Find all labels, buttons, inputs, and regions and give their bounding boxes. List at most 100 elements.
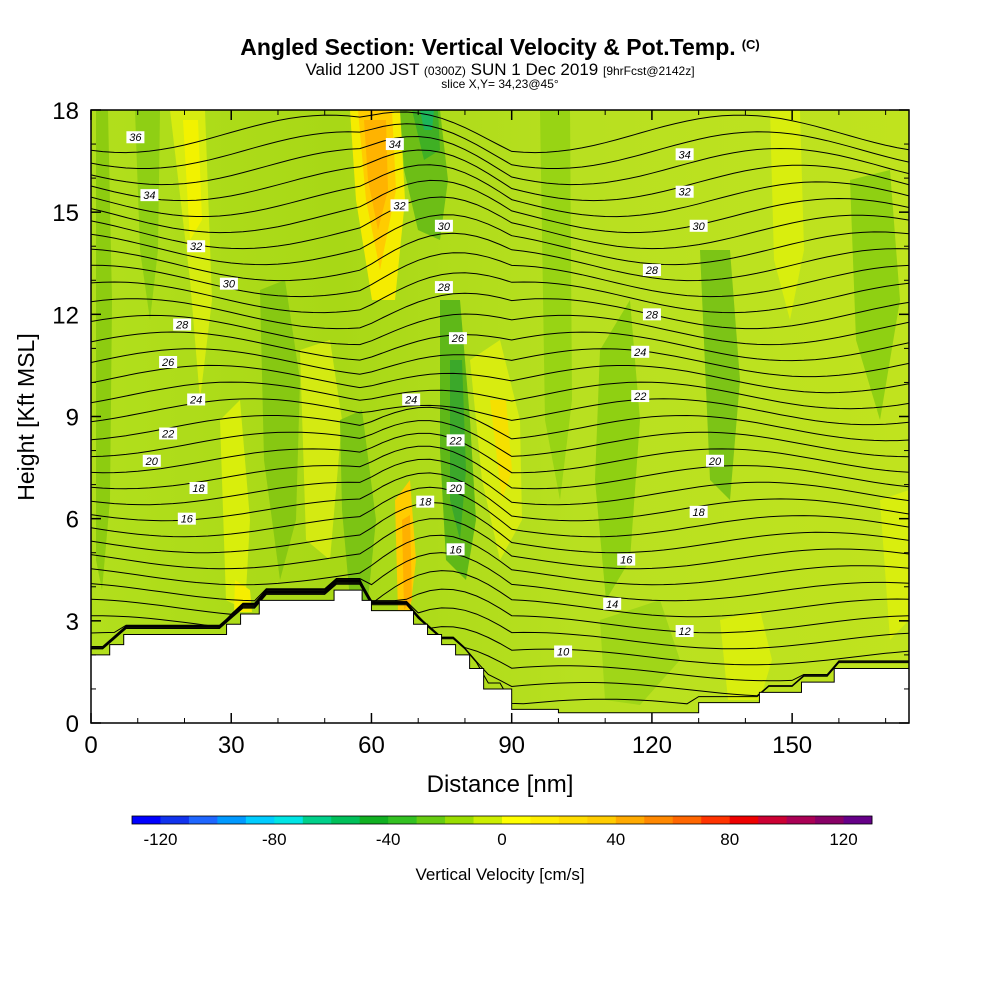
valid-time: Valid 1200 JST [305,60,420,79]
contour-label: 26 [159,356,178,369]
contour-label: 20 [142,454,161,468]
colorbar-swatch [132,816,161,824]
contour-label: 36 [126,131,145,144]
contour-label-text: 16 [181,514,194,526]
contour-label: 24 [402,393,421,406]
contour-label: 30 [434,219,453,233]
contour-label-bg [603,597,622,610]
colorbar-swatch [587,816,617,824]
chart-title-text: Angled Section: Vertical Velocity & Pot.… [240,34,736,60]
theta-contour-line [91,348,909,378]
terrain [90,589,910,724]
contour-label-bg [189,482,208,495]
theta-contour-line [91,501,909,554]
colorbar-swatch [416,816,446,824]
contour-label-text: 34 [143,190,155,202]
theta-contour-line [91,420,909,458]
contour-label-text: 22 [161,429,174,441]
colorbar-swatch [786,816,816,824]
contour-label-bg [177,512,196,525]
contour-label-bg [159,356,178,369]
colorbar-swatch [302,816,332,824]
contour-label-text: 28 [645,265,659,277]
contour-label-text: 24 [404,394,417,406]
slice-label: slice X,Y= 34,23@45° [441,77,559,91]
theta-contour-line [91,331,909,362]
colorbar: -120 -80 -40 0 40 80 120 [131,815,873,849]
x-axis-label: Distance [nm] [427,771,574,798]
theta-contour-line [91,364,909,394]
theta-contour-line [91,292,909,330]
chart-title: Angled Section: Vertical Velocity & Pot.… [0,34,1000,61]
terrain-shape [90,589,910,724]
theta-contour-line [91,111,909,154]
contour-label: 32 [390,199,409,212]
contour-label-bg [434,219,453,232]
contour-label-text: 10 [557,646,570,658]
contour-label: 20 [706,454,725,468]
colorbar-label: Vertical Velocity [cm/s] [415,865,584,884]
x-tick-label: 60 [358,732,385,759]
colorbar-swatch [217,816,247,824]
colorbar-swatch [245,816,275,824]
y-tick-label: 15 [52,200,79,227]
contour-label: 28 [642,308,661,321]
contour-label-text: 34 [389,139,401,151]
contour-label-text: 36 [129,132,142,144]
colorbar-swatch [615,816,645,824]
contour-label: 28 [173,318,192,332]
contour-label-text: 24 [633,347,646,359]
theta-contour-line [91,570,909,618]
contour-label-bg [689,219,708,232]
theta-contour-line [91,398,909,426]
x-tick-label: 150 [772,732,812,759]
contour-label-text: 32 [679,187,691,199]
contour-label-text: 20 [145,456,159,468]
valid-date: SUN 1 Dec 2019 [470,60,599,79]
colorbar-swatch [758,816,788,824]
contour-label: 24 [187,393,206,406]
colorbar-swatch [274,816,304,824]
forecast-info: [9hrFcst@2142z] [602,64,695,78]
theta-contour-line [91,272,909,314]
theta-contour-line [91,179,909,234]
contour-label-bg [642,308,661,321]
vertical-velocity-field [91,110,909,723]
contour-label-text: 28 [645,309,659,321]
contour-label-bg [631,345,650,358]
contour-label-text: 22 [448,435,461,447]
colorbar-tick-label: 40 [606,830,625,849]
contour-label: 16 [446,543,465,556]
contour-label-bg [219,277,238,290]
colorbar-swatch [701,816,731,824]
contour-label-text: 34 [679,149,691,161]
colorbar-swatch [558,816,588,824]
contour-label: 18 [689,505,708,519]
contour-label-text: 26 [451,333,465,345]
contour-label: 22 [446,434,465,447]
contour-label: 18 [416,495,435,509]
contour-label-text: 30 [438,221,451,233]
theta-contour-line [91,534,909,586]
theta-contour-line [91,196,909,250]
contour-label-bg [390,199,409,212]
contour-label-bg [187,393,206,406]
contour-label-bg [173,318,192,331]
colorbar-swatch [502,816,531,824]
theta-contour-line [91,518,909,570]
contour-label-text: 18 [693,507,706,519]
colorbar-tick-label: -120 [143,830,177,849]
contour-label: 30 [689,219,708,233]
x-tick-label: 0 [84,732,97,759]
theta-contour-line [91,232,909,282]
x-tick-label: 120 [632,732,672,759]
contour-label-bg [385,138,404,151]
y-tick-label: 12 [52,302,79,329]
theta-contour-line [91,552,909,602]
contour-label: 16 [177,512,196,526]
contour-label: 34 [385,138,404,151]
contour-label-text: 18 [192,483,205,495]
theta-contour-line [91,458,909,506]
theta-contour-line [91,486,909,538]
